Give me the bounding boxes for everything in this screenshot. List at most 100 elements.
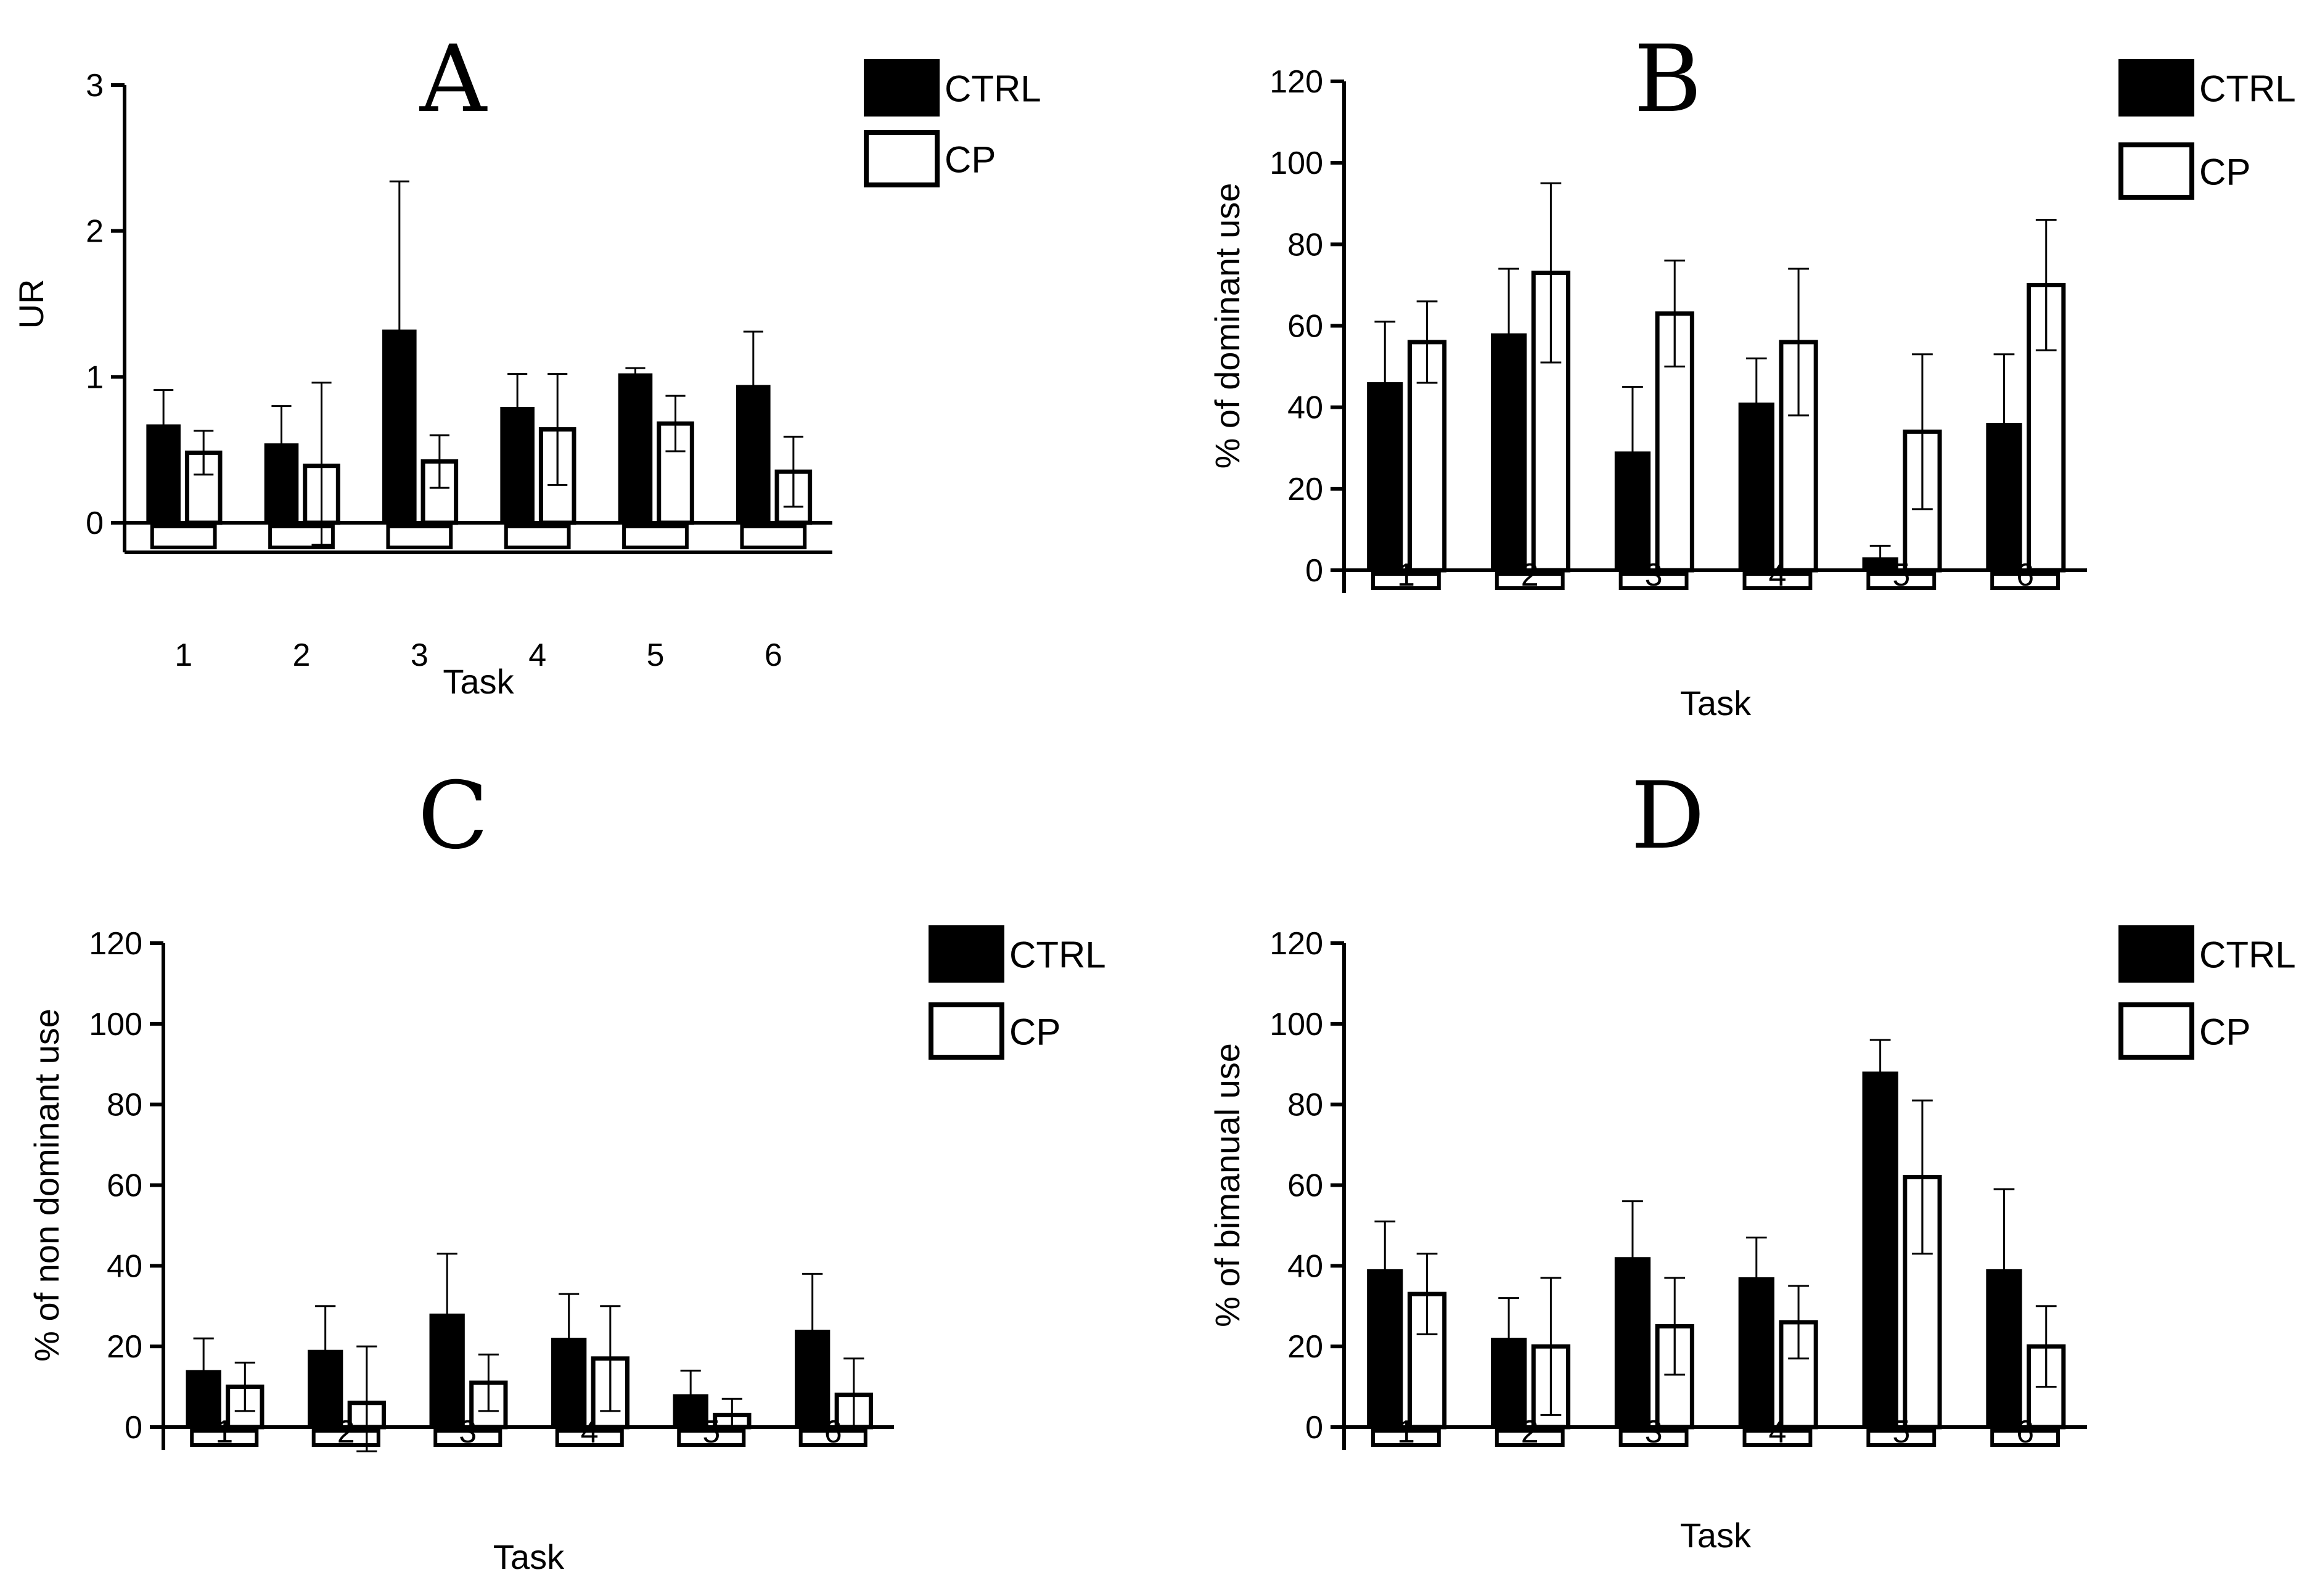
group-marker xyxy=(1866,1429,1937,1447)
y-tick-label: 120 xyxy=(1269,64,1323,100)
group-marker xyxy=(1618,1429,1689,1447)
bar-ctrl-task-3 xyxy=(1614,1257,1651,1428)
y-tick-label: 40 xyxy=(1287,1248,1323,1284)
legend-label-ctrl: CTRL xyxy=(2199,68,2296,110)
bar-ctrl-task-5 xyxy=(1862,557,1898,571)
x-axis-title: Task xyxy=(1680,1516,1752,1555)
y-tick-label: 20 xyxy=(107,1329,142,1365)
bar-ctrl-task-4 xyxy=(1738,1277,1774,1428)
bar-ctrl-task-4 xyxy=(500,407,535,523)
x-axis-title: Task xyxy=(1680,684,1752,722)
legend-label-cp: CP xyxy=(2199,1012,2250,1053)
y-tick-label: 40 xyxy=(1287,390,1323,426)
group-marker xyxy=(1990,572,2061,590)
x-tick-label: 2 xyxy=(337,1414,355,1450)
bar-ctrl-task-5 xyxy=(673,1394,708,1428)
y-tick-label: 0 xyxy=(1305,553,1323,589)
bar-ctrl-task-3 xyxy=(1614,451,1651,571)
y-tick-label: 40 xyxy=(107,1248,142,1284)
bar-ctrl-task-1 xyxy=(1367,382,1403,571)
y-tick-label: 80 xyxy=(1287,227,1323,263)
bar-ctrl-task-2 xyxy=(1490,1338,1527,1428)
chart-panel-d: D 0 20 40 60 80 100 120 % of bimanual use 1 2 3 4 5 6 T… xyxy=(1208,763,2296,1555)
x-tick-label: 6 xyxy=(824,1414,842,1450)
chart-panel-c: C 0 20 40 60 80 100 120 % of non dominant use 1 2 3… xyxy=(27,763,1106,1576)
panel-letter: D xyxy=(1631,763,1705,870)
bar-ctrl-task-4 xyxy=(1738,403,1774,571)
y-tick-label: 0 xyxy=(86,505,104,541)
legend-label-cp: CP xyxy=(945,139,996,181)
y-axis-title: % of bimanual use xyxy=(1208,1043,1247,1327)
group-marker xyxy=(1990,1429,2061,1447)
legend-label-ctrl: CTRL xyxy=(945,68,1041,110)
bar-ctrl-task-1 xyxy=(146,424,181,524)
y-tick-label: 100 xyxy=(89,1007,142,1042)
group-marker xyxy=(1618,572,1689,590)
group-marker xyxy=(1495,1429,1565,1447)
bar-ctrl-task-6 xyxy=(1986,1269,2022,1428)
y-tick-label: 0 xyxy=(125,1410,142,1446)
x-tick-label: 4 xyxy=(581,1414,599,1450)
x-tick-label: 5 xyxy=(702,1414,720,1450)
legend-swatch-ctrl xyxy=(864,59,940,117)
legend-label-ctrl: CTRL xyxy=(1009,935,1106,976)
bar-ctrl-task-1 xyxy=(186,1370,221,1428)
legend-swatch-cp xyxy=(2118,1002,2194,1060)
x-tick-label: 6 xyxy=(2016,557,2034,593)
x-tick-label: 1 xyxy=(1397,557,1415,593)
bar-ctrl-task-2 xyxy=(264,443,299,524)
x-tick-label: 4 xyxy=(1768,1414,1786,1450)
group-marker xyxy=(1742,1429,1813,1447)
legend-swatch-ctrl xyxy=(929,925,1004,983)
group-marker xyxy=(1742,572,1813,590)
panel-letter: A xyxy=(419,26,488,133)
chart-panel-a: A 0 1 2 3 UR 1 2 3 4 5 6 Task CTRL CP xyxy=(12,26,1041,701)
group-marker xyxy=(1371,1429,1441,1447)
group-marker xyxy=(740,525,807,549)
y-tick-label: 120 xyxy=(1269,926,1323,962)
x-tick-label: 3 xyxy=(459,1414,477,1450)
legend-label-ctrl: CTRL xyxy=(2199,935,2296,976)
x-tick-label: 5 xyxy=(1892,1414,1910,1450)
y-tick-label: 2 xyxy=(86,214,104,250)
y-tick-label: 1 xyxy=(86,359,104,395)
bar-ctrl-task-5 xyxy=(1862,1071,1898,1428)
y-tick-label: 0 xyxy=(1305,1410,1323,1446)
group-marker xyxy=(1866,572,1937,590)
bar-ctrl-task-3 xyxy=(429,1313,465,1428)
x-axis-title: Task xyxy=(443,662,514,701)
y-axis-title: UR xyxy=(12,279,51,329)
bar-ctrl-task-1 xyxy=(1367,1269,1403,1428)
y-tick-label: 80 xyxy=(1287,1087,1323,1123)
legend-swatch-ctrl xyxy=(2118,925,2194,983)
bar-ctrl-task-3 xyxy=(382,329,417,523)
x-tick-label: 2 xyxy=(1521,557,1539,593)
x-axis-title: Task xyxy=(493,1537,565,1576)
group-marker xyxy=(386,525,453,549)
y-tick-label: 20 xyxy=(1287,1329,1323,1365)
group-marker xyxy=(622,525,689,549)
group-marker xyxy=(555,1429,624,1447)
group-marker xyxy=(433,1429,502,1447)
legend-swatch-cp xyxy=(929,1002,1004,1060)
x-tick-label: 5 xyxy=(1892,557,1910,593)
x-tick-label: 4 xyxy=(528,637,546,673)
legend-swatch-cp xyxy=(864,130,940,187)
group-marker xyxy=(311,1429,380,1447)
y-tick-label: 100 xyxy=(1269,1007,1323,1042)
x-tick-label: 4 xyxy=(1768,557,1786,593)
legend-label-cp: CP xyxy=(2199,152,2250,193)
y-tick-label: 120 xyxy=(89,926,142,962)
group-marker xyxy=(150,525,217,549)
panel-letter: C xyxy=(418,763,489,870)
y-tick-label: 60 xyxy=(107,1168,142,1204)
y-axis-title: % of non dominant use xyxy=(27,1009,66,1362)
legend-label-cp: CP xyxy=(1009,1012,1060,1053)
x-tick-label: 6 xyxy=(2016,1414,2034,1450)
x-tick-label: 3 xyxy=(1645,557,1663,593)
group-marker xyxy=(798,1429,867,1447)
x-tick-label: 1 xyxy=(174,637,192,673)
bar-ctrl-task-5 xyxy=(618,373,653,523)
group-marker xyxy=(1371,572,1441,590)
